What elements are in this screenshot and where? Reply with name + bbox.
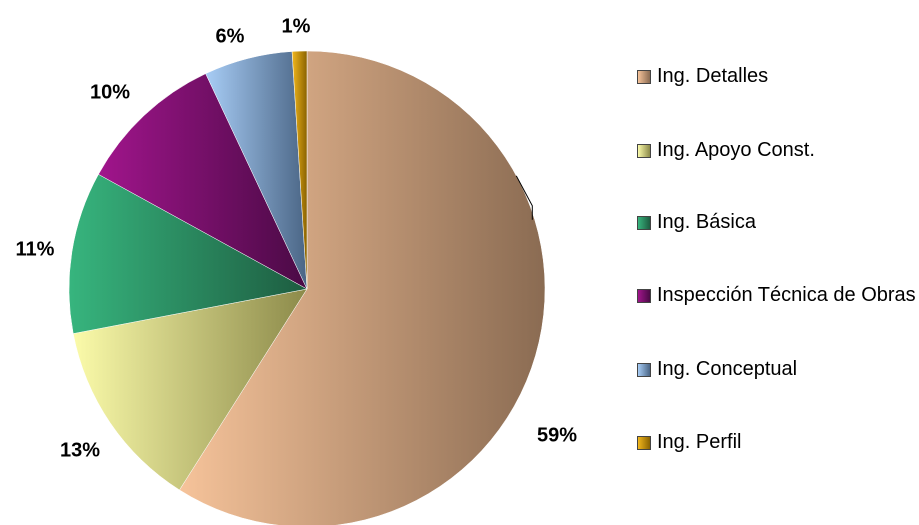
legend-swatch	[637, 363, 651, 377]
data-label-2: 13%	[60, 439, 100, 461]
data-label-6: 1%	[282, 15, 311, 37]
legend-label: Ing. Perfil	[657, 431, 742, 453]
data-label-3: 11%	[16, 238, 55, 260]
pie-slice-ing-apoyo-const	[72, 288, 308, 491]
legend-item: Ing. Conceptual	[637, 357, 919, 382]
data-label-4: 10%	[90, 81, 130, 103]
pie-slice-ing-perfil	[291, 50, 308, 290]
label-leader-line	[515, 175, 533, 220]
legend-label: Inspección Técnica de Obras	[657, 284, 916, 306]
legend-item: Ing. Detalles	[637, 64, 919, 89]
data-label-1: 59%	[537, 424, 577, 446]
legend-item: Ing. Apoyo Const.	[637, 138, 919, 163]
legend: Ing. Detalles Ing. Apoyo Const. Ing. Básic…	[637, 0, 919, 525]
legend-swatch	[637, 144, 651, 158]
data-label-5: 6%	[216, 25, 245, 47]
legend-swatch	[637, 436, 651, 450]
legend-label: Ing. Detalles	[657, 65, 769, 87]
pie-slice-inspecci-n-t-cnica-de-obras	[98, 73, 308, 290]
legend-item: Ing. Perfil	[637, 430, 919, 455]
pie-slices	[68, 50, 546, 525]
pie-slice-ing-detalles	[179, 50, 546, 525]
legend-item: Ing. Básica	[637, 210, 919, 235]
legend-label: Ing. Conceptual	[657, 358, 798, 380]
legend-swatch	[637, 289, 651, 303]
legend-label: Ing. Apoyo Const.	[657, 139, 815, 161]
pie-slice-ing-b-sica	[68, 174, 308, 334]
legend-item: Inspección Técnica de Obras	[637, 283, 919, 308]
legend-swatch	[637, 216, 651, 230]
legend-label: Ing. Básica	[657, 211, 756, 233]
slice-labels: 59% 13% 11% 10% 6% 1%	[16, 15, 578, 461]
legend-swatch	[637, 70, 651, 84]
